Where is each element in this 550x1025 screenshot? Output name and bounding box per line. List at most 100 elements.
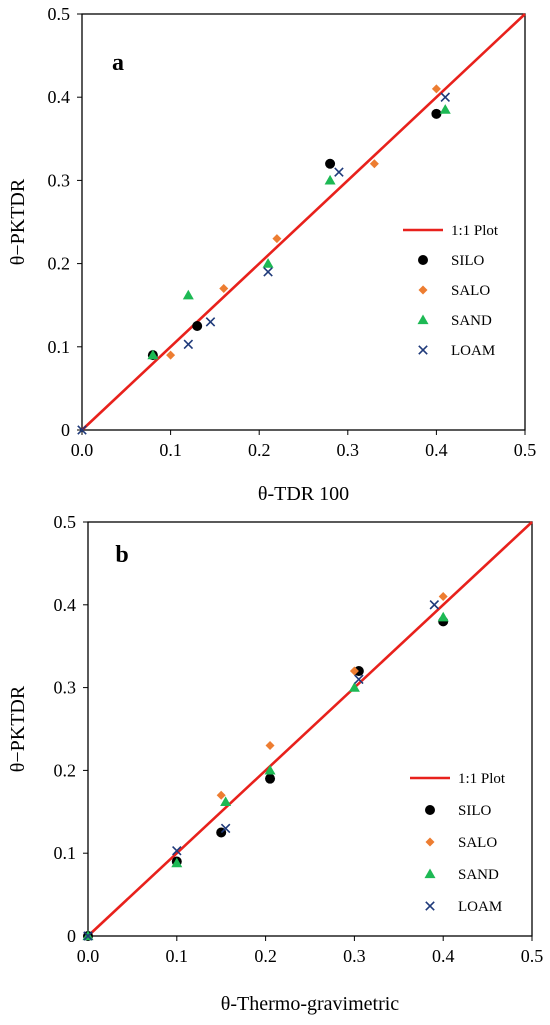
chart-a-point-loam: [77, 425, 87, 435]
chart-b-legend-label-loam: LOAM: [458, 899, 502, 915]
chart-a-point-sand: [262, 258, 274, 268]
chart-b-x-tick-label: 0.0: [77, 946, 100, 966]
chart-b-legend-swatch-sand: [424, 868, 436, 879]
chart-b-panel-label: b: [115, 542, 128, 568]
chart-a-legend-label-sand: SAND: [451, 313, 492, 329]
chart-b-x-tick-label: 0.2: [254, 946, 277, 966]
chart-b-x-tick-label: 0.3: [343, 946, 366, 966]
chart-a-point-salo: [219, 284, 229, 294]
chart-a-legend-reference-label: 1:1 Plot: [451, 223, 499, 239]
chart-a-series-sand: [147, 104, 451, 360]
chart-b-y-tick-label: 0: [67, 926, 76, 946]
chart-b-legend-swatch-loam: [425, 901, 435, 911]
chart-b-x-tick-label: 0.5: [521, 946, 544, 966]
chart-b-x-tick-label: 0.1: [166, 946, 189, 966]
chart-a-x-tick-label: 0.2: [248, 440, 271, 460]
scatter-chart-b: 0.0 0.1 0.2 0.3 0.4 0.5 0 0.1 0.2 0.3 0.4 0.5 θ-Ther…: [0, 510, 550, 1020]
chart-a-y-tick-label: 0.3: [48, 170, 71, 190]
chart-a-panel-label: a: [112, 50, 124, 76]
chart-b-series-loam: [83, 600, 440, 941]
chart-b-point-loam: [172, 845, 182, 856]
chart-a-x-tick-label: 0.3: [337, 440, 360, 460]
chart-b-point-sand: [264, 764, 276, 775]
chart-a-point-salo: [431, 84, 441, 94]
chart-a-x-tick-label: 0.0: [71, 440, 94, 460]
chart-a-point-sand: [324, 174, 336, 185]
chart-a-legend-label-silo: SILO: [451, 253, 485, 269]
chart-a-legend-swatch-silo: [418, 255, 428, 265]
chart-a-point-silo: [431, 108, 442, 119]
chart-a-y-tick-label: 0: [61, 420, 70, 440]
chart-b-y-tick-label: 0.2: [54, 760, 77, 780]
chart-a-legend-swatch-loam: [418, 345, 428, 355]
chart-b-y-axis-title: θ−PKTDR: [7, 685, 29, 772]
chart-b-point-loam: [354, 674, 364, 685]
chart-a-y-tick-label: 0.2: [48, 254, 71, 274]
chart-a-series-loam: [77, 92, 451, 435]
chart-a-point-loam: [440, 92, 451, 102]
chart-a-legend-label-loam: LOAM: [451, 343, 495, 359]
chart-a-series-silo: [147, 108, 442, 361]
chart-b-x-axis-title: θ-Thermo-gravimetric: [221, 993, 400, 1015]
chart-a-point-salo: [272, 234, 282, 244]
chart-b-y-tick-label: 0.4: [54, 595, 77, 615]
chart-b-series-silo: [83, 616, 449, 941]
chart-a-legend-swatch-salo: [418, 285, 428, 295]
chart-b-series-sand: [82, 611, 449, 941]
chart-b-point-sand: [348, 682, 360, 692]
chart-b-legend-reference-label: 1:1 Plot: [458, 771, 506, 787]
chart-a-point-sand: [182, 289, 194, 300]
chart-a-x-axis-title: θ-TDR 100: [258, 483, 349, 505]
chart-a-reference-line: [81, 13, 526, 431]
chart-b-point-sand: [220, 796, 232, 806]
chart-a-series-salo: [166, 84, 441, 360]
chart-a-point-loam: [205, 317, 216, 327]
chart-a-point-sand: [439, 104, 451, 114]
chart-a-x-tick-label: 0.4: [425, 440, 448, 460]
chart-a-legend-label-salo: SALO: [451, 283, 490, 299]
chart-b-legend-label-sand: SAND: [458, 867, 499, 883]
chart-b-x-tick-label: 0.4: [432, 946, 455, 966]
chart-a-point-loam: [334, 167, 344, 177]
chart-b-point-loam: [83, 931, 93, 941]
scatter-chart-a: 0.0 0.1 0.2 0.3 0.4 0.5 0 0.1 0.2 0.3 0.4 0.5 θ-TDR …: [0, 0, 550, 510]
chart-b-point-salo: [216, 790, 226, 800]
chart-b-legend-swatch-silo: [425, 805, 435, 815]
chart-b-point-salo: [349, 666, 359, 676]
chart-a-plot-frame: [81, 13, 526, 431]
chart-a-point-loam: [183, 339, 194, 350]
chart-b-y-tick-label: 0.3: [54, 678, 77, 698]
chart-a-point-salo: [166, 350, 176, 360]
chart-a-x-tick-label: 0.5: [514, 440, 537, 460]
chart-b-point-loam: [220, 823, 231, 834]
chart-a-svg: 0.0 0.1 0.2 0.3 0.4 0.5 0 0.1 0.2 0.3 0.4 0.5 θ-TDR …: [7, 4, 537, 505]
chart-a-y-tick-label: 0.1: [48, 337, 71, 357]
chart-b-legend-label-silo: SILO: [458, 803, 492, 819]
chart-b-svg: 0.0 0.1 0.2 0.3 0.4 0.5 0 0.1 0.2 0.3 0.4 0.5 θ-Ther…: [7, 512, 544, 1015]
chart-a-point-silo: [192, 321, 203, 331]
chart-a-x-tick-label: 0.1: [159, 440, 182, 460]
chart-a-point-silo: [325, 158, 336, 169]
chart-a-y-tick-label: 0.4: [48, 87, 71, 107]
chart-b-point-sand: [171, 857, 183, 868]
chart-b-plot-frame: [87, 521, 533, 937]
chart-b-point-silo: [265, 773, 276, 784]
chart-b-point-salo: [438, 592, 448, 602]
chart-b-point-sand: [437, 611, 449, 622]
chart-b-legend-swatch-salo: [425, 837, 435, 847]
chart-b-point-loam: [429, 600, 440, 610]
chart-a-point-salo: [369, 159, 379, 169]
chart-a-point-sand: [147, 349, 159, 360]
chart-a-legend: 1:1 Plot SILO SALO SAND LOAM: [403, 223, 499, 359]
chart-a-legend-swatch-sand: [417, 314, 429, 325]
chart-b-legend-label-salo: SALO: [458, 835, 497, 851]
chart-b-y-tick-label: 0.1: [54, 843, 77, 863]
chart-b-reference-line: [87, 521, 533, 937]
chart-a-point-loam: [263, 267, 273, 277]
chart-b-y-tick-label: 0.5: [54, 512, 77, 532]
chart-b-series-salo: [216, 592, 448, 800]
chart-b-legend: 1:1 Plot SILO SALO SAND LOAM: [410, 771, 506, 915]
chart-a-y-tick-label: 0.5: [48, 4, 71, 24]
chart-a-y-axis-title: θ−PKTDR: [7, 178, 29, 265]
chart-b-point-salo: [265, 741, 275, 751]
